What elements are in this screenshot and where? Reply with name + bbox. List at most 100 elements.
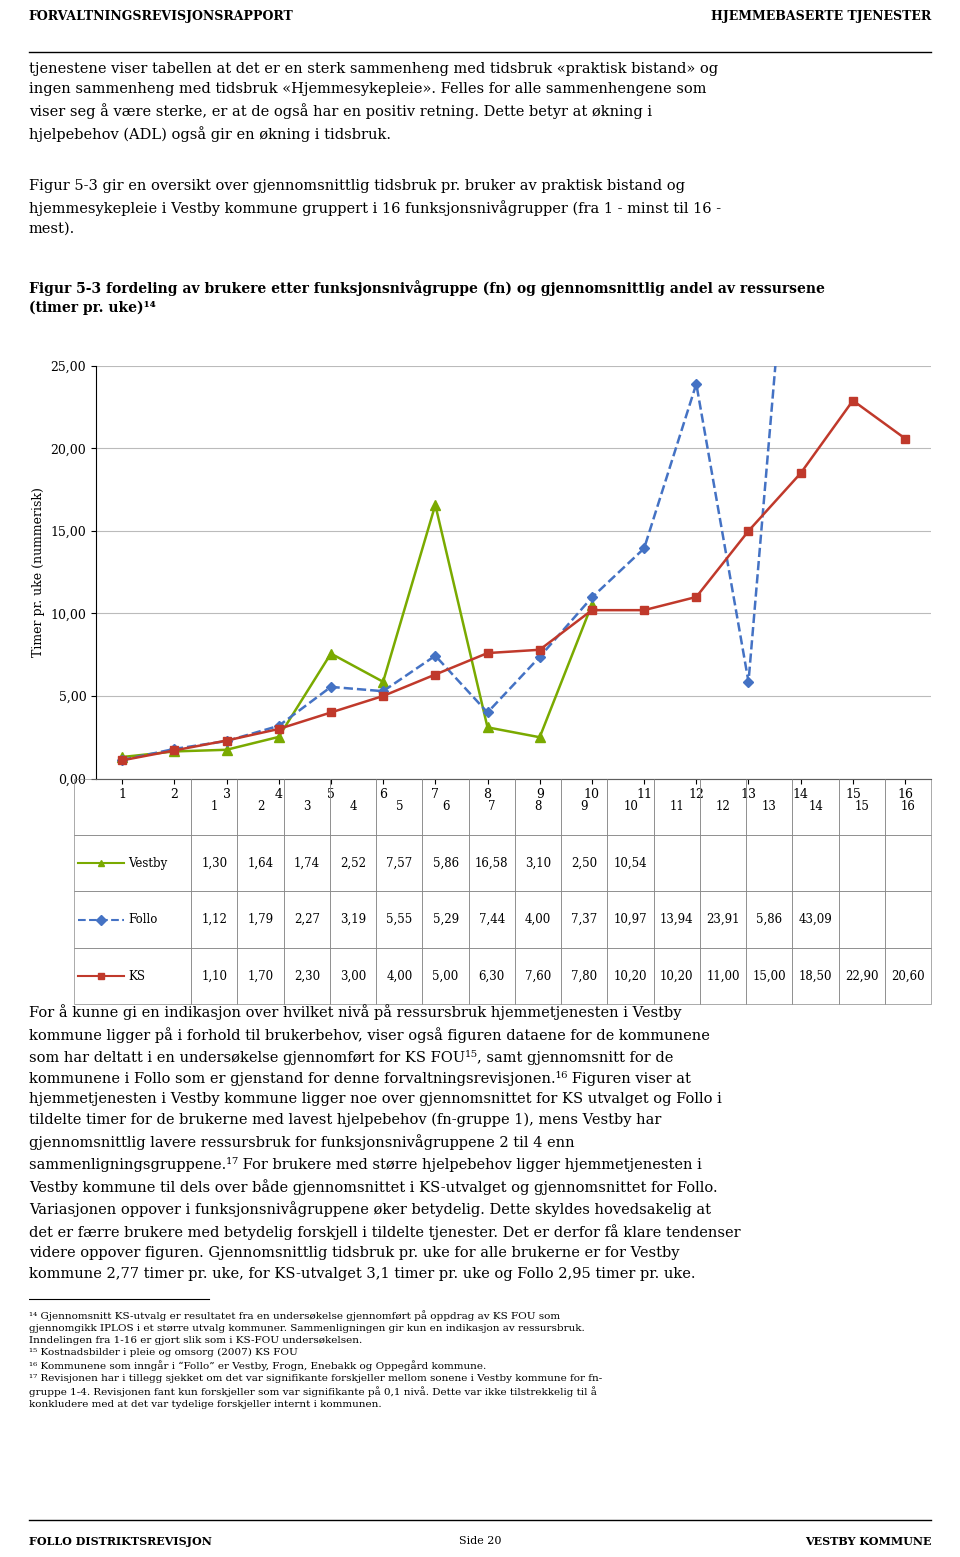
Bar [191,835,237,891]
Bar [654,778,700,835]
Y-axis label: Timer pr. uke (nummerisk): Timer pr. uke (nummerisk) [32,487,45,657]
Text: 5,55: 5,55 [386,912,413,926]
Bar [515,778,562,835]
Text: 10,20: 10,20 [660,970,693,982]
Text: 1,64: 1,64 [248,856,274,870]
Text: 1,10: 1,10 [202,970,228,982]
Bar [792,948,839,1004]
Bar [237,835,284,891]
Text: 43,09: 43,09 [799,912,832,926]
Text: 12: 12 [716,800,731,813]
Bar [376,778,422,835]
Bar [562,835,608,891]
Text: 16,58: 16,58 [475,856,509,870]
Bar [284,778,330,835]
Text: 11,00: 11,00 [707,970,740,982]
Text: 7,44: 7,44 [479,912,505,926]
Text: 1,12: 1,12 [202,912,228,926]
Bar [792,891,839,948]
Bar [700,835,746,891]
Bar [191,948,237,1004]
Text: 2,30: 2,30 [294,970,320,982]
Bar [700,948,746,1004]
Text: 1,30: 1,30 [202,856,228,870]
Bar [515,835,562,891]
Text: 2,52: 2,52 [340,856,366,870]
Bar [330,835,376,891]
Bar [237,948,284,1004]
Text: 7,57: 7,57 [386,856,413,870]
Text: tjenestene viser tabellen at det er en sterk sammenheng med tidsbruk «praktisk b: tjenestene viser tabellen at det er en s… [29,62,718,142]
Bar [608,891,654,948]
Text: 10,20: 10,20 [613,970,647,982]
Text: 15: 15 [854,800,869,813]
Text: 8: 8 [535,800,541,813]
Text: 6: 6 [442,800,449,813]
Bar [422,778,468,835]
Bar [792,778,839,835]
Bar [330,891,376,948]
Bar [562,778,608,835]
Text: For å kunne gi en indikasjon over hvilket nivå på ressursbruk hjemmetjenesten i : For å kunne gi en indikasjon over hvilke… [29,1004,740,1280]
Bar [700,778,746,835]
Bar [330,948,376,1004]
Bar [284,891,330,948]
Text: 13: 13 [762,800,777,813]
Text: 5,29: 5,29 [433,912,459,926]
Bar [746,891,792,948]
Text: 7,37: 7,37 [571,912,597,926]
Text: Vestby: Vestby [128,856,167,870]
Bar [422,835,468,891]
Bar [468,948,515,1004]
Bar [422,891,468,948]
Bar [468,835,515,891]
Text: 20,60: 20,60 [891,970,924,982]
Text: 13,94: 13,94 [660,912,694,926]
Text: 5,86: 5,86 [433,856,459,870]
Text: 4,00: 4,00 [386,970,413,982]
Text: 10,54: 10,54 [613,856,647,870]
Bar [468,891,515,948]
Bar [839,948,885,1004]
Bar [191,891,237,948]
Bar [468,778,515,835]
Bar [284,948,330,1004]
Bar [376,891,422,948]
Bar [608,778,654,835]
Text: ¹⁴ Gjennomsnitt KS-utvalg er resultatet fra en undersøkelse gjennomført på oppdr: ¹⁴ Gjennomsnitt KS-utvalg er resultatet … [29,1311,602,1409]
Text: Follo: Follo [128,912,157,926]
Bar [885,891,931,948]
Bar [885,948,931,1004]
Bar [746,948,792,1004]
Text: Figur 5-3 fordeling av brukere etter funksjonsnivågruppe (fn) og gjennomsnittlig: Figur 5-3 fordeling av brukere etter fun… [29,280,825,315]
Text: 1,74: 1,74 [294,856,320,870]
Text: 4: 4 [349,800,357,813]
Text: 1,79: 1,79 [248,912,274,926]
Text: 14: 14 [808,800,823,813]
Text: 7,60: 7,60 [525,970,551,982]
Bar [330,778,376,835]
Text: 5,00: 5,00 [432,970,459,982]
Text: 3,19: 3,19 [340,912,366,926]
Text: HJEMMEBASERTE TJENESTER: HJEMMEBASERTE TJENESTER [711,9,931,23]
Text: 16: 16 [900,800,916,813]
Bar [376,948,422,1004]
Bar [746,835,792,891]
Bar [422,948,468,1004]
Bar [839,891,885,948]
Text: 5: 5 [396,800,403,813]
Text: 2,50: 2,50 [571,856,597,870]
Text: 9: 9 [581,800,588,813]
Bar [562,948,608,1004]
Bar [74,778,191,835]
Bar [839,835,885,891]
Bar [376,835,422,891]
Bar [885,835,931,891]
Bar [746,778,792,835]
Text: 10,97: 10,97 [613,912,647,926]
Bar [562,891,608,948]
Bar [700,891,746,948]
Bar [885,778,931,835]
Bar [839,778,885,835]
Bar [654,948,700,1004]
